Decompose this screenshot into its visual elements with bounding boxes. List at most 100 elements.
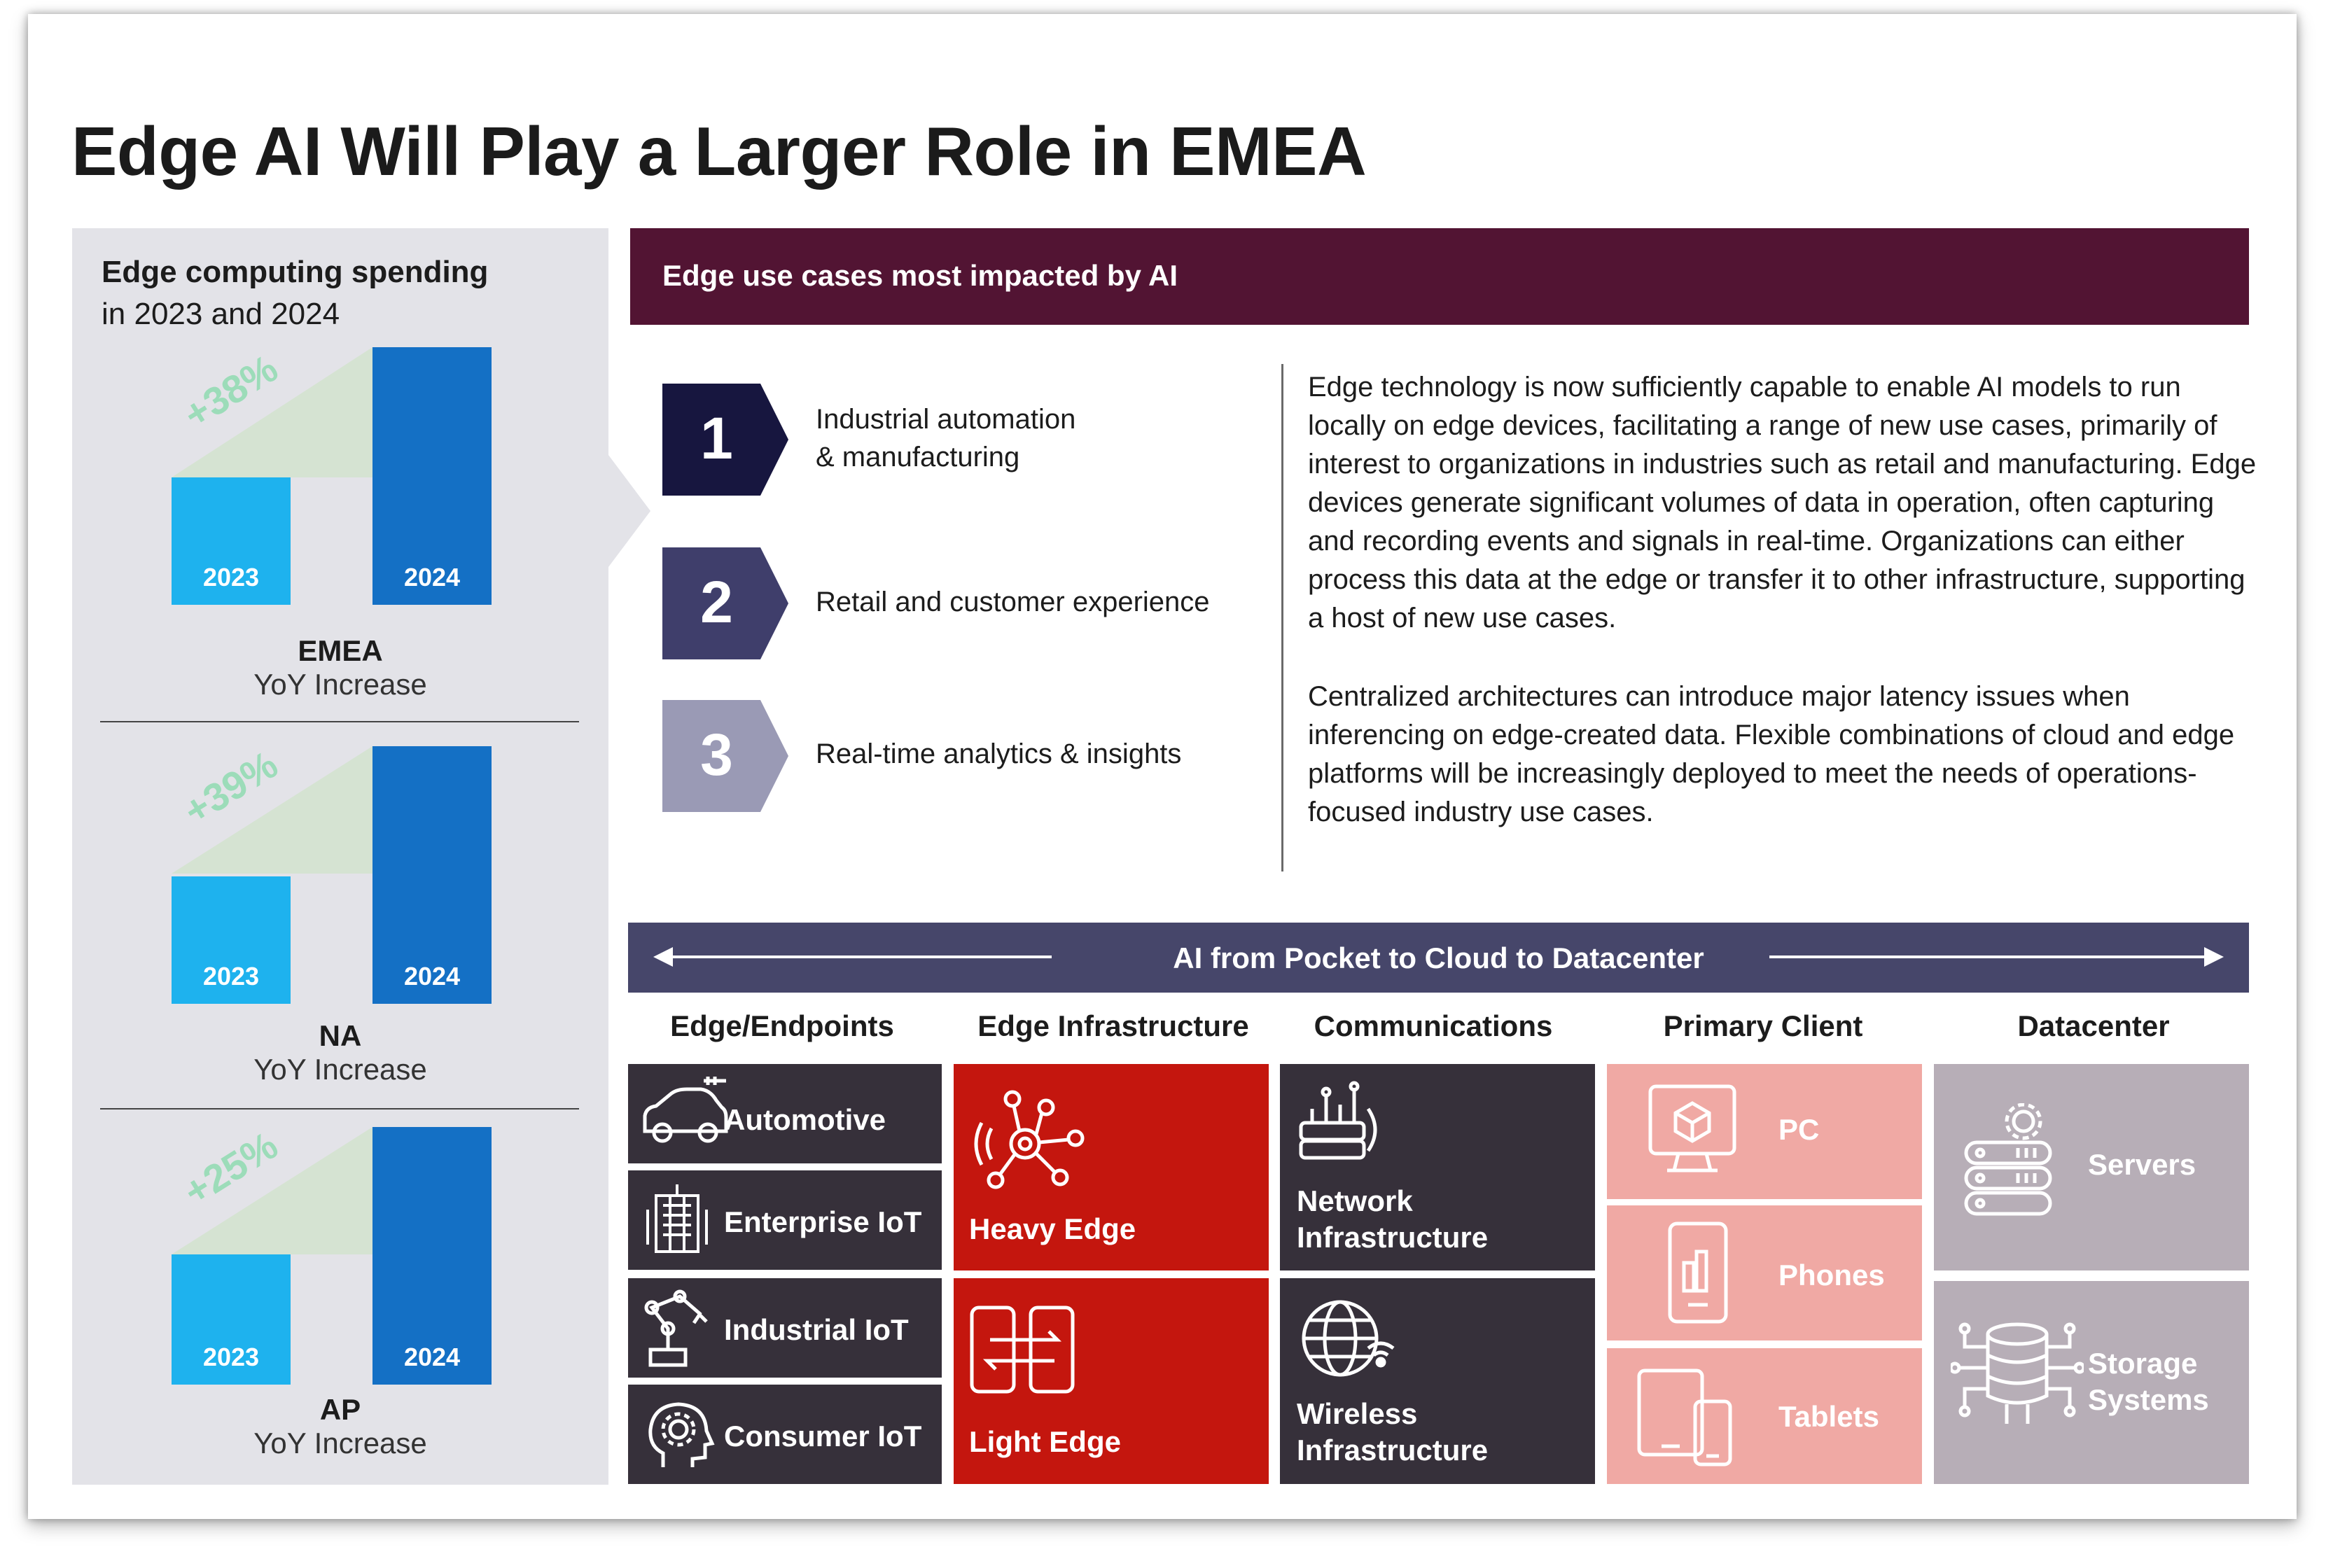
column-head-communications: Communications xyxy=(1314,1009,1553,1042)
tile-label: Heavy Edge xyxy=(969,1212,1136,1245)
increase-wedge xyxy=(172,347,372,477)
tile-label: Automotive xyxy=(724,1103,886,1136)
region-emea: EMEA YoY Increase xyxy=(72,634,608,701)
region-name: EMEA xyxy=(298,634,383,667)
region-sub: YoY Increase xyxy=(253,668,427,701)
left-arrow-icon xyxy=(653,947,1052,967)
na-chart: +39% 2023 2024 xyxy=(172,742,550,1012)
region-sub: YoY Increase xyxy=(253,1053,427,1086)
phone-icon xyxy=(1668,1222,1728,1324)
increase-wedge xyxy=(172,1127,372,1254)
chevron-badge xyxy=(662,384,788,496)
use-case-3-badge: 3 xyxy=(662,700,788,812)
use-case-1-label: Industrial automation & manufacturing xyxy=(816,400,1075,476)
tile-label: Network Infrastructure xyxy=(1297,1183,1488,1256)
tile-industrial-iot: Industrial IoT xyxy=(628,1278,942,1378)
panel-pointer xyxy=(608,455,650,567)
tile-label: Consumer IoT xyxy=(724,1420,922,1452)
monitor-icon xyxy=(1648,1084,1736,1172)
tile-label: Servers xyxy=(2088,1148,2196,1181)
tile-label-line: Storage xyxy=(2088,1347,2198,1380)
bar-2024: 2024 xyxy=(372,347,492,605)
vertical-divider xyxy=(1281,364,1283,872)
spending-heading: Edge computing spending xyxy=(102,255,489,289)
database-icon xyxy=(1951,1322,2084,1424)
tile-enterprise-iot: Enterprise IoT xyxy=(628,1170,942,1270)
bar-label: 2024 xyxy=(403,563,461,592)
continuum-band: AI from Pocket to Cloud to Datacenter xyxy=(628,923,2249,993)
region-name: AP xyxy=(319,1393,361,1426)
region-ap: AP YoY Increase xyxy=(72,1393,608,1460)
chevron-badge xyxy=(662,700,788,812)
tile-storage-systems: Storage Systems xyxy=(1934,1281,2249,1484)
tile-label-line: Network xyxy=(1297,1184,1413,1217)
tile-tablets: Tablets xyxy=(1607,1348,1922,1484)
column-head-primary-client: Primary Client xyxy=(1663,1009,1863,1042)
tile-label: Industrial IoT xyxy=(724,1313,909,1346)
ap-chart: +25% 2023 2024 xyxy=(172,1123,550,1393)
tile-label: Wireless Infrastructure xyxy=(1297,1396,1488,1469)
use-case-2-label: Retail and customer experience xyxy=(816,587,1210,617)
use-case-number: 2 xyxy=(700,569,733,635)
tile-servers: Servers xyxy=(1934,1064,2249,1270)
tile-pc: PC xyxy=(1607,1064,1922,1199)
bar-2024: 2024 xyxy=(372,746,492,1004)
band-title: AI from Pocket to Cloud to Datacenter xyxy=(1173,941,1704,974)
tile-label: Storage Systems xyxy=(2088,1345,2209,1418)
tile-consumer-iot: Consumer IoT xyxy=(628,1385,942,1484)
use-case-label-line: & manufacturing xyxy=(816,442,1020,472)
network-hub-icon xyxy=(974,1090,1085,1189)
tile-heavy-edge: Heavy Edge xyxy=(954,1064,1269,1270)
tablet-icon xyxy=(1637,1368,1732,1466)
tile-label: Enterprise IoT xyxy=(724,1205,922,1238)
bar-2024: 2024 xyxy=(372,1127,492,1385)
use-case-2-badge: 2 xyxy=(662,547,788,659)
robot-arm-icon xyxy=(644,1289,708,1367)
region-na: NA YoY Increase xyxy=(72,1019,608,1086)
paragraph-2: Centralized architectures can introduce … xyxy=(1308,681,2235,827)
bar-label: 2023 xyxy=(202,962,260,990)
bar-2023: 2023 xyxy=(172,1254,291,1385)
column-head-datacenter: Datacenter xyxy=(2017,1009,2170,1042)
column-head-edge-endpoints: Edge/Endpoints xyxy=(670,1009,894,1042)
emea-chart: +38% 2023 2024 xyxy=(172,346,550,613)
head-gear-icon xyxy=(648,1402,715,1467)
spending-subheading: in 2023 and 2024 xyxy=(102,297,340,331)
tile-label: Tablets xyxy=(1778,1400,1879,1433)
tile-network-infrastructure: Network Infrastructure xyxy=(1280,1064,1595,1270)
bar-2023: 2023 xyxy=(172,477,291,605)
tile-label: Light Edge xyxy=(969,1425,1121,1458)
region-name: NA xyxy=(319,1019,362,1052)
tile-phones: Phones xyxy=(1607,1205,1922,1340)
transfer-arrows-icon xyxy=(970,1306,1075,1394)
bar-label: 2023 xyxy=(202,1343,260,1371)
use-case-1-badge: 1 xyxy=(662,384,788,496)
tile-label-line: Systems xyxy=(2088,1383,2209,1416)
paragraph-1: Edge technology is now sufficiently capa… xyxy=(1308,372,2257,634)
column-head-edge-infrastructure: Edge Infrastructure xyxy=(977,1009,1249,1042)
tile-label-line: Infrastructure xyxy=(1297,1221,1489,1254)
region-sub: YoY Increase xyxy=(253,1427,427,1460)
building-icon xyxy=(646,1184,708,1253)
chevron-badge xyxy=(662,547,788,659)
page-title: Edge AI Will Play a Larger Role in EMEA xyxy=(71,113,1367,190)
tile-light-edge: Light Edge xyxy=(954,1278,1269,1484)
divider xyxy=(100,1108,579,1110)
use-cases-header: Edge use cases most impacted by AI xyxy=(630,228,2249,325)
use-case-number: 3 xyxy=(700,722,733,788)
server-gear-icon xyxy=(1964,1103,2052,1216)
tile-label: Phones xyxy=(1778,1259,1885,1292)
right-arrow-icon xyxy=(1769,947,2224,967)
use-case-3-label: Real-time analytics & insights xyxy=(816,738,1182,769)
globe-wifi-icon xyxy=(1302,1300,1395,1377)
tile-wireless-infrastructure: Wireless Infrastructure xyxy=(1280,1278,1595,1484)
bar-label: 2024 xyxy=(403,1343,461,1371)
car-icon xyxy=(643,1077,728,1143)
tile-label: PC xyxy=(1778,1113,1820,1146)
tile-label-line: Infrastructure xyxy=(1297,1434,1489,1466)
use-case-label-line: Industrial automation xyxy=(816,404,1076,435)
bar-label: 2024 xyxy=(403,962,461,990)
use-cases-heading: Edge use cases most impacted by AI xyxy=(662,259,1178,292)
increase-wedge xyxy=(172,746,372,874)
bar-2023: 2023 xyxy=(172,876,291,1004)
